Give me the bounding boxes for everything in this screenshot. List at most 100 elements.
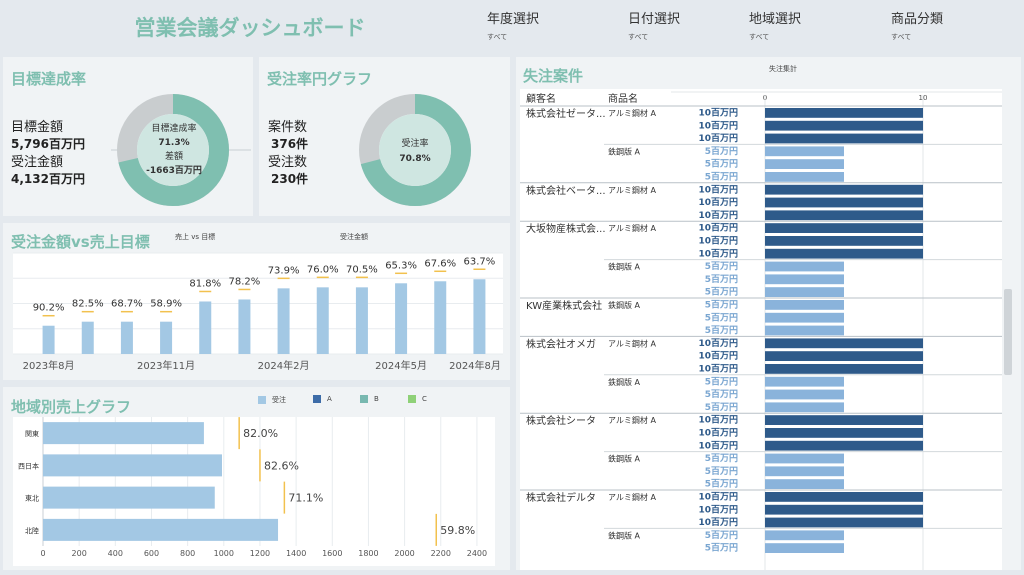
order-rate-donut-label: 受注率 <box>401 139 429 149</box>
deals-customer-name: 株式会社デルタ <box>526 491 596 504</box>
target-diff-value: -1663百万円 <box>146 166 202 176</box>
deals-amount-label: 10百万円 <box>698 120 738 131</box>
region-rate-label: 82.6% <box>264 459 299 472</box>
region-legend-label: C <box>422 395 427 403</box>
filter-year-label: 年度選択 <box>487 12 540 27</box>
deals-bar <box>765 133 923 144</box>
sales-bar <box>199 301 212 354</box>
deals-product-name: 鉄鋼版 A <box>608 377 641 387</box>
region-chart: 0 200 400 600 800 1000 1200 1400 1600 1800 2000 220… <box>13 417 495 566</box>
filter-category-value[interactable]: すべて <box>891 33 912 41</box>
deals-bar <box>765 325 844 336</box>
deals-bar <box>765 479 844 489</box>
sales-bar <box>120 321 133 354</box>
deals-amount-label: 10百万円 <box>698 184 738 195</box>
deals-bar <box>765 197 923 208</box>
region-legend-item[interactable]: B <box>360 395 379 403</box>
deals-bar <box>765 364 923 374</box>
deals-amount-label: 10百万円 <box>698 440 738 451</box>
region-bar <box>43 486 215 509</box>
sales-rate-label: 68.7% <box>111 299 143 310</box>
deals-customer-name: 大坂物産株式会... <box>526 222 606 235</box>
cases-value: 376件 <box>271 137 309 151</box>
deals-product-name: 鉄鋼版 A <box>608 300 641 310</box>
deals-amount-label: 5百万円 <box>705 261 738 272</box>
deals-bar <box>765 300 844 310</box>
sales-bar <box>81 321 94 354</box>
deals-amount-label: 10百万円 <box>698 415 738 426</box>
deals-bar <box>765 415 923 425</box>
deals-bar <box>765 440 923 451</box>
region-category-label: 北陸 <box>25 526 39 535</box>
region-x-tick: 2000 <box>394 549 414 558</box>
filter-year[interactable]: 年度選択 すべて <box>487 8 539 42</box>
order-rate-donut-labels: 受注率 70.8% <box>385 137 445 167</box>
deals-customer-name: 株式会社ゼータ... <box>526 107 606 120</box>
target-donut-label: 目標達成率 <box>151 124 197 134</box>
deals-amount-label: 10百万円 <box>698 210 738 221</box>
deals-header-customer: 顧客名 <box>526 92 556 105</box>
target-donut-arc <box>117 94 229 206</box>
region-x-tick: 1800 <box>358 549 378 558</box>
order-rate-panel-title: 受注率円グラフ <box>267 70 373 88</box>
deals-bar <box>765 389 844 400</box>
deals-bar <box>765 248 923 259</box>
deals-customer-name: 株式会社オメガ <box>526 337 596 350</box>
filter-date-value[interactable]: すべて <box>628 33 649 41</box>
region-x-tick: 1400 <box>286 549 306 558</box>
region-x-tick: 200 <box>72 549 87 558</box>
filter-region-value[interactable]: すべて <box>749 33 770 41</box>
region-legend-swatch <box>408 395 416 403</box>
deals-amount-label: 5百万円 <box>705 172 738 183</box>
deals-product-name: 鉄鋼版 A <box>608 262 641 272</box>
sales-x-tick: 2024年5月 <box>375 359 427 372</box>
filter-year-value[interactable]: すべて <box>487 33 508 41</box>
deals-bar <box>765 492 923 502</box>
deals-bar <box>765 428 923 438</box>
region-legend-swatch <box>258 396 266 404</box>
target-amount-label: 目標金額 <box>11 120 64 135</box>
deals-product-name: 鉄鋼版 A <box>608 454 641 464</box>
deals-customer-name: KW産業株式会社 <box>526 299 602 312</box>
region-category-label: 関東 <box>25 429 39 438</box>
deals-amount-label: 5百万円 <box>705 159 738 170</box>
sales-rate-label: 76.0% <box>307 264 339 275</box>
region-panel-title: 地域別売上グラフ <box>11 398 132 416</box>
sales-rate-label: 82.5% <box>72 299 104 310</box>
deals-amount-label: 5百万円 <box>705 325 738 336</box>
region-legend-item[interactable]: C <box>408 395 427 403</box>
dashboard-title: 営業会議ダッシュボード <box>134 16 366 40</box>
target-panel: 目標達成率 目標金額 5,796百万円 受注金額 4,132百万円 目標達成率 … <box>3 57 253 216</box>
deals-chart-title: 失注集計 <box>769 65 797 73</box>
deals-table: 顧客名商品名010株式会社ゼータ...アルミ鋼材 A10百万円10百万円10百万… <box>520 89 1002 570</box>
sales-bar <box>473 279 486 354</box>
region-legend-swatch <box>313 395 321 403</box>
filter-category[interactable]: 商品分類 すべて <box>891 8 943 42</box>
target-diff-label: 差額 <box>164 152 183 162</box>
filter-date[interactable]: 日付選択 すべて <box>628 8 680 42</box>
sales-rate-label: 73.9% <box>268 265 300 276</box>
sales-bar <box>277 288 290 354</box>
region-category-label: 西日本 <box>18 461 39 470</box>
deals-bar <box>765 338 923 349</box>
deals-bar <box>765 402 844 413</box>
deals-bar <box>765 453 844 464</box>
sales-panel: 受注金額vs売上目標 売上 vs 目標 受注金額 90.2% 82.5% 68.7%… <box>3 223 510 380</box>
deals-bar <box>765 236 923 246</box>
order-amount-label: 受注金額 <box>11 155 64 170</box>
deals-bar <box>765 287 844 297</box>
sales-bar <box>434 281 447 354</box>
region-bar <box>43 422 204 445</box>
sales-legend-order: 受注金額 <box>340 233 368 241</box>
deals-scrollbar[interactable] <box>1004 289 1012 375</box>
deals-amount-label: 10百万円 <box>698 428 738 439</box>
orders-value: 230件 <box>271 172 309 186</box>
region-bar <box>43 518 279 541</box>
order-rate-donut-center <box>379 114 451 186</box>
deals-bar <box>765 274 844 285</box>
filter-region[interactable]: 地域選択 すべて <box>749 8 801 42</box>
deals-product-name: アルミ鋼材 A <box>608 492 656 502</box>
region-legend-item[interactable]: 受注 <box>258 395 286 405</box>
deals-amount-label: 10百万円 <box>698 364 738 375</box>
region-legend-item[interactable]: A <box>313 395 332 403</box>
